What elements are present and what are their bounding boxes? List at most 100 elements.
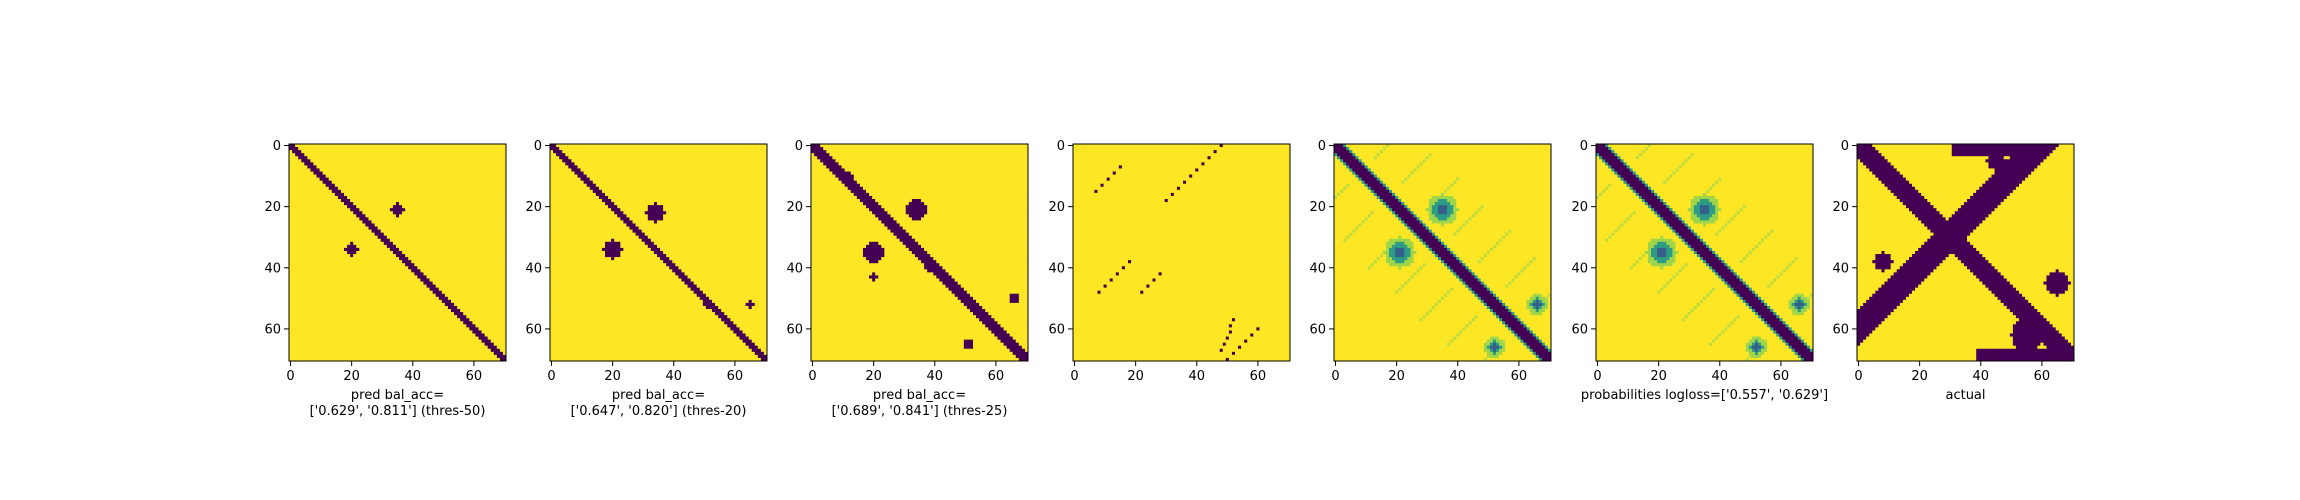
heatmap-cell <box>469 144 472 147</box>
heatmap-cell <box>402 181 405 184</box>
heatmap-cell <box>295 236 298 239</box>
heatmap-cell <box>420 184 423 187</box>
heatmap-cell <box>454 230 457 233</box>
heatmap-cell <box>423 205 426 208</box>
heatmap-cell <box>387 181 390 184</box>
heatmap-cell <box>329 291 332 294</box>
heatmap-cell <box>442 248 445 251</box>
heatmap-cell <box>485 156 488 159</box>
heatmap-cell <box>399 181 402 184</box>
heatmap-cell <box>463 223 466 226</box>
heatmap-cell <box>390 312 393 315</box>
heatmap-cell <box>375 162 378 165</box>
heatmap-cell <box>353 306 356 309</box>
heatmap-cell <box>310 309 313 312</box>
heatmap-cell <box>423 324 426 327</box>
heatmap-cell <box>341 178 344 181</box>
heatmap-cell <box>341 248 344 251</box>
heatmap-cell <box>335 327 338 330</box>
heatmap-cell <box>341 168 344 171</box>
heatmap-cell <box>472 266 475 269</box>
heatmap-cell <box>393 175 396 178</box>
heatmap-cell <box>442 275 445 278</box>
heatmap-cell <box>420 291 423 294</box>
heatmap-cell <box>417 230 420 233</box>
heatmap-cell <box>320 272 323 275</box>
heatmap-cell <box>414 178 417 181</box>
heatmap-cell <box>375 318 378 321</box>
heatmap-cell <box>301 288 304 291</box>
heatmap-cell <box>460 217 463 220</box>
heatmap-cell <box>304 214 307 217</box>
heatmap-cell <box>301 156 304 159</box>
heatmap-cell <box>405 324 408 327</box>
heatmap-cell <box>411 153 414 156</box>
heatmap-cell <box>478 156 481 159</box>
heatmap-cell <box>344 156 347 159</box>
heatmap-cell <box>436 227 439 230</box>
heatmap-cell <box>475 266 478 269</box>
heatmap-cell <box>335 184 338 187</box>
heatmap-cell <box>295 178 298 181</box>
heatmap-cell <box>414 236 417 239</box>
heatmap-cell <box>408 294 411 297</box>
heatmap-cell <box>497 269 500 272</box>
heatmap-cell <box>469 291 472 294</box>
heatmap-cell <box>304 211 307 214</box>
heatmap-cell <box>359 288 362 291</box>
heatmap-cell <box>323 190 326 193</box>
heatmap-cell <box>368 312 371 315</box>
heatmap-cell <box>381 315 384 318</box>
heatmap-cell <box>411 227 414 230</box>
heatmap-cell <box>420 208 423 211</box>
heatmap-cell <box>347 150 350 153</box>
heatmap-cell <box>445 324 448 327</box>
heatmap-cell <box>411 269 414 272</box>
heatmap-cell <box>436 208 439 211</box>
heatmap-cell <box>399 178 402 181</box>
heatmap-cell <box>326 220 329 223</box>
heatmap-cell <box>472 282 475 285</box>
heatmap-cell <box>399 303 402 306</box>
heatmap-cell <box>466 178 469 181</box>
heatmap-cell <box>430 205 433 208</box>
heatmap-cell <box>289 230 292 233</box>
heatmap-cell <box>307 227 310 230</box>
heatmap-cell <box>494 306 497 309</box>
heatmap-cell <box>491 159 494 162</box>
heatmap-cell <box>433 263 436 266</box>
heatmap-cell <box>356 257 359 260</box>
heatmap-cell <box>347 147 350 150</box>
heatmap-cell <box>482 202 485 205</box>
heatmap-cell <box>448 233 451 236</box>
heatmap-cell <box>298 327 301 330</box>
heatmap-cell <box>387 297 390 300</box>
heatmap-cell <box>433 245 436 248</box>
heatmap-cell <box>408 217 411 220</box>
heatmap-cell <box>335 291 338 294</box>
heatmap-cell <box>451 324 454 327</box>
heatmap-cell <box>482 162 485 165</box>
heatmap-cell <box>384 181 387 184</box>
heatmap-cell <box>460 199 463 202</box>
heatmap-cell <box>454 208 457 211</box>
heatmap-cell <box>445 184 448 187</box>
heatmap-cell <box>387 300 390 303</box>
heatmap-cell <box>329 315 332 318</box>
heatmap-cell <box>295 327 298 330</box>
heatmap-cell <box>402 187 405 190</box>
heatmap-cell <box>341 245 344 248</box>
heatmap-cell <box>439 291 442 294</box>
heatmap-cell <box>408 260 411 263</box>
heatmap-cell <box>491 214 494 217</box>
heatmap-cell <box>472 303 475 306</box>
heatmap-cell <box>408 144 411 147</box>
heatmap-cell <box>454 184 457 187</box>
heatmap-cell <box>439 275 442 278</box>
heatmap-cell <box>341 223 344 226</box>
heatmap-cell <box>372 291 375 294</box>
heatmap-cell <box>427 150 430 153</box>
heatmap-cell <box>420 315 423 318</box>
heatmap-cell <box>384 248 387 251</box>
heatmap-cell <box>396 257 399 260</box>
